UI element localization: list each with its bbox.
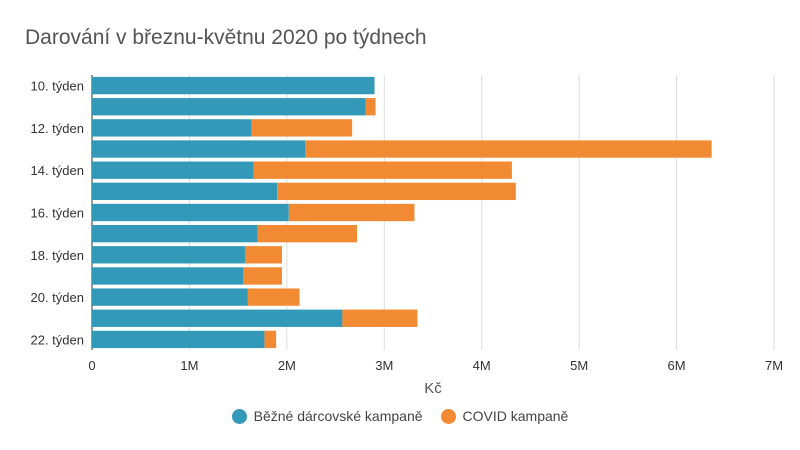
bar-regular bbox=[92, 288, 248, 306]
bars bbox=[92, 76, 712, 349]
bar-covid bbox=[253, 161, 512, 179]
bar-covid bbox=[264, 330, 277, 349]
bar-covid bbox=[305, 140, 712, 158]
bar-regular bbox=[92, 224, 258, 243]
bar-regular bbox=[92, 203, 289, 222]
x-tick-label: 2M bbox=[278, 358, 296, 373]
bar-regular bbox=[92, 330, 265, 349]
bar-regular bbox=[92, 246, 245, 264]
legend: Běžné dárcovské kampaně COVID kampaně bbox=[0, 408, 800, 424]
bar-regular bbox=[92, 309, 343, 327]
x-tick-label: 7M bbox=[765, 358, 783, 373]
category-label: 18. týden bbox=[31, 248, 85, 263]
category-label: 12. týden bbox=[31, 121, 85, 136]
x-tick-label: 3M bbox=[375, 358, 393, 373]
category-label: 16. týden bbox=[31, 206, 85, 221]
bar-covid bbox=[243, 267, 282, 285]
bar-covid bbox=[247, 288, 300, 306]
bar-covid bbox=[244, 246, 282, 264]
bar-covid bbox=[288, 203, 415, 222]
x-tick-label: 0 bbox=[88, 358, 95, 373]
legend-item[interactable]: COVID kampaně bbox=[440, 408, 569, 424]
legend-label: COVID kampaně bbox=[462, 408, 569, 424]
x-tick-label: 1M bbox=[180, 358, 198, 373]
bar-covid bbox=[251, 119, 353, 137]
bar-regular bbox=[92, 76, 375, 95]
legend-item[interactable]: Běžné dárcovské kampaně bbox=[231, 408, 423, 424]
category-label: 20. týden bbox=[31, 290, 85, 305]
bar-covid bbox=[257, 224, 358, 243]
bar-regular bbox=[92, 182, 278, 201]
legend-swatch bbox=[440, 408, 456, 424]
legend-label: Běžné dárcovské kampaně bbox=[253, 408, 423, 424]
bar-regular bbox=[92, 98, 366, 116]
chart-title: Darování v březnu-květnu 2020 po týdnech bbox=[25, 26, 427, 49]
bar-regular bbox=[92, 140, 306, 158]
bar-regular bbox=[92, 267, 244, 285]
x-axis-title: Kč bbox=[424, 380, 442, 397]
category-label: 10. týden bbox=[31, 79, 85, 94]
bar-covid bbox=[342, 309, 418, 327]
x-tick-label: 6M bbox=[668, 358, 686, 373]
bar-covid bbox=[277, 182, 516, 201]
category-label: 22. týden bbox=[31, 332, 85, 347]
legend-swatch bbox=[231, 408, 247, 424]
bar-regular bbox=[92, 119, 252, 137]
x-tick-labels: 0 1M 2M 3M 4M 5M 6M 7M bbox=[88, 358, 783, 373]
category-labels: 10. týden 12. týden 14. týden 16. týden 18. … bbox=[31, 79, 85, 348]
category-label: 14. týden bbox=[31, 163, 85, 178]
x-tick-label: 4M bbox=[473, 358, 491, 373]
bar-regular bbox=[92, 161, 254, 179]
bar-covid bbox=[365, 98, 376, 116]
x-tick-label: 5M bbox=[570, 358, 588, 373]
